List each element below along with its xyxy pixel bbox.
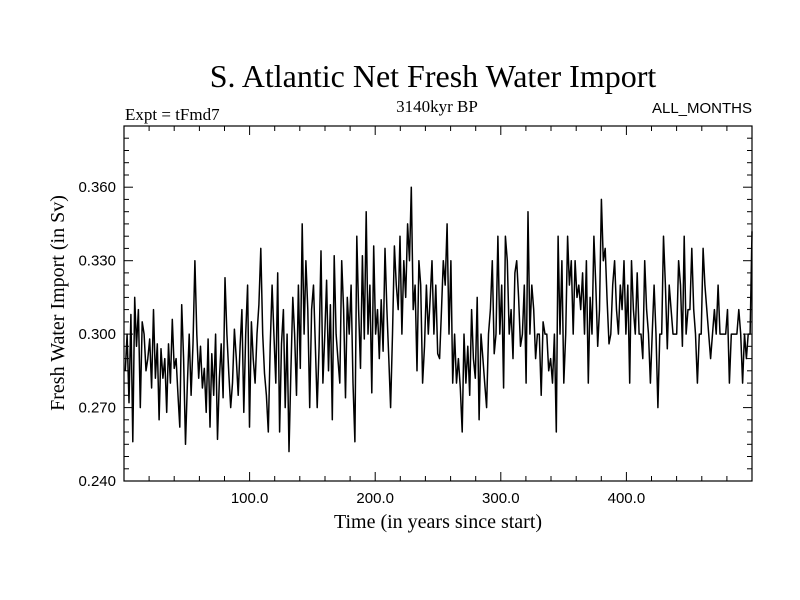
experiment-label: Expt = tFmd7 — [125, 105, 220, 124]
y-tick-label: 0.300 — [78, 326, 116, 343]
x-tick-label: 300.0 — [482, 490, 520, 507]
x-tick-label: 200.0 — [356, 490, 394, 507]
x-axis-ticks: 100.0 200.0 300.0 400.0 — [148, 126, 728, 507]
y-tick-label: 0.270 — [78, 400, 116, 417]
x-tick-label: 400.0 — [608, 490, 646, 507]
time-period-label: 3140kyr BP — [396, 97, 478, 116]
y-tick-label: 0.330 — [78, 253, 116, 270]
chart-title: S. Atlantic Net Fresh Water Import — [210, 58, 657, 94]
y-axis-label: Fresh Water Import (in Sv) — [47, 195, 69, 411]
x-axis-label: Time (in years since start) — [334, 511, 542, 533]
y-axis-ticks: 0.240 0.270 0.300 0.330 0.360 — [78, 137, 752, 490]
fresh-water-series-line — [124, 186, 753, 453]
plot-frame — [123, 125, 753, 482]
months-label: ALL_MONTHS — [652, 100, 752, 117]
x-tick-label: 100.0 — [231, 490, 269, 507]
y-tick-label: 0.360 — [78, 179, 116, 196]
y-tick-label: 0.240 — [78, 473, 116, 490]
